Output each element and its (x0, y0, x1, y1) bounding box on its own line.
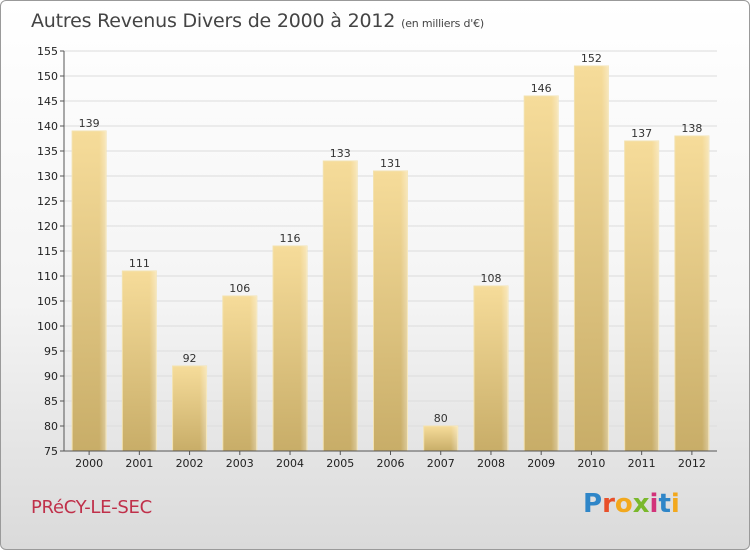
bar-highlight (273, 246, 308, 451)
x-tick-label: 2000 (75, 457, 103, 470)
bar-highlight (423, 426, 458, 451)
data-label: 80 (434, 412, 448, 425)
data-label: 111 (129, 257, 150, 270)
y-tick-label: 75 (44, 445, 58, 458)
data-label: 92 (183, 352, 197, 365)
data-label: 138 (681, 122, 702, 135)
bars-layer: 139 111 92 106 116 133 131 80 108 146 152 137 138 (71, 52, 710, 452)
bar-highlight (323, 161, 358, 451)
bar-highlight (524, 96, 559, 451)
y-tick-label: 150 (37, 70, 58, 83)
logo-letter: r (602, 489, 615, 519)
data-label: 133 (330, 147, 351, 160)
x-tick-label: 2008 (477, 457, 505, 470)
bar-highlight (172, 366, 207, 451)
x-tick-label: 2011 (628, 457, 656, 470)
logo-letter: x (632, 489, 650, 519)
commune-name: PRéCY-LE-SEC (31, 497, 152, 518)
bar-highlight (122, 271, 157, 451)
x-tick-label: 2005 (326, 457, 354, 470)
data-label: 116 (280, 232, 301, 245)
bar-highlight (222, 296, 257, 451)
data-label: 146 (531, 82, 552, 95)
y-tick-label: 95 (44, 345, 58, 358)
y-tick-label: 145 (37, 95, 58, 108)
y-tick-label: 100 (37, 320, 58, 333)
logo-letter: P (583, 489, 603, 519)
y-tick-label: 105 (37, 295, 58, 308)
bar-highlight (574, 66, 609, 451)
y-tick-label: 155 (37, 45, 58, 58)
data-label: 108 (480, 272, 501, 285)
data-label: 106 (229, 282, 250, 295)
x-tick-label: 2006 (377, 457, 405, 470)
data-label: 139 (79, 117, 100, 130)
x-tick-label: 2007 (427, 457, 455, 470)
bar-highlight (674, 136, 709, 451)
logo-letter: t (658, 489, 671, 519)
logo-letter: i (649, 489, 659, 519)
y-tick-label: 130 (37, 170, 58, 183)
x-tick-label: 2001 (125, 457, 153, 470)
data-label: 131 (380, 157, 401, 170)
x-tick-label: 2010 (577, 457, 605, 470)
bar-highlight (373, 171, 408, 451)
y-tick-label: 140 (37, 120, 58, 133)
data-label: 137 (631, 127, 652, 140)
y-tick-label: 85 (44, 395, 58, 408)
y-tick-label: 125 (37, 195, 58, 208)
bar-highlight (624, 141, 659, 451)
chart-title: Autres Revenus Divers de 2000 à 2012 (en … (31, 10, 484, 32)
bar-highlight (473, 286, 508, 451)
x-tick-label: 2009 (527, 457, 555, 470)
x-tick-label: 2004 (276, 457, 304, 470)
x-tick-label: 2012 (678, 457, 706, 470)
logo-letter: i (670, 489, 680, 519)
logo-letter: o (614, 489, 633, 519)
y-tick-label: 110 (37, 270, 58, 283)
x-tick-label: 2002 (176, 457, 204, 470)
axis-layer: 75 80 85 90 95 100 105 110 115 120 125 130 135 140 145… (37, 45, 717, 470)
proxiti-logo[interactable]: Proxiti (583, 489, 680, 519)
y-tick-label: 90 (44, 370, 58, 383)
y-tick-label: 135 (37, 145, 58, 158)
y-tick-label: 115 (37, 245, 58, 258)
chart-subtitle: (en milliers d'€) (401, 17, 485, 30)
chart-title-text: Autres Revenus Divers de 2000 à 2012 (31, 10, 396, 32)
y-tick-label: 80 (44, 420, 58, 433)
bar-highlight (72, 131, 107, 451)
y-tick-label: 120 (37, 220, 58, 233)
x-tick-label: 2003 (226, 457, 254, 470)
data-label: 152 (581, 52, 602, 65)
